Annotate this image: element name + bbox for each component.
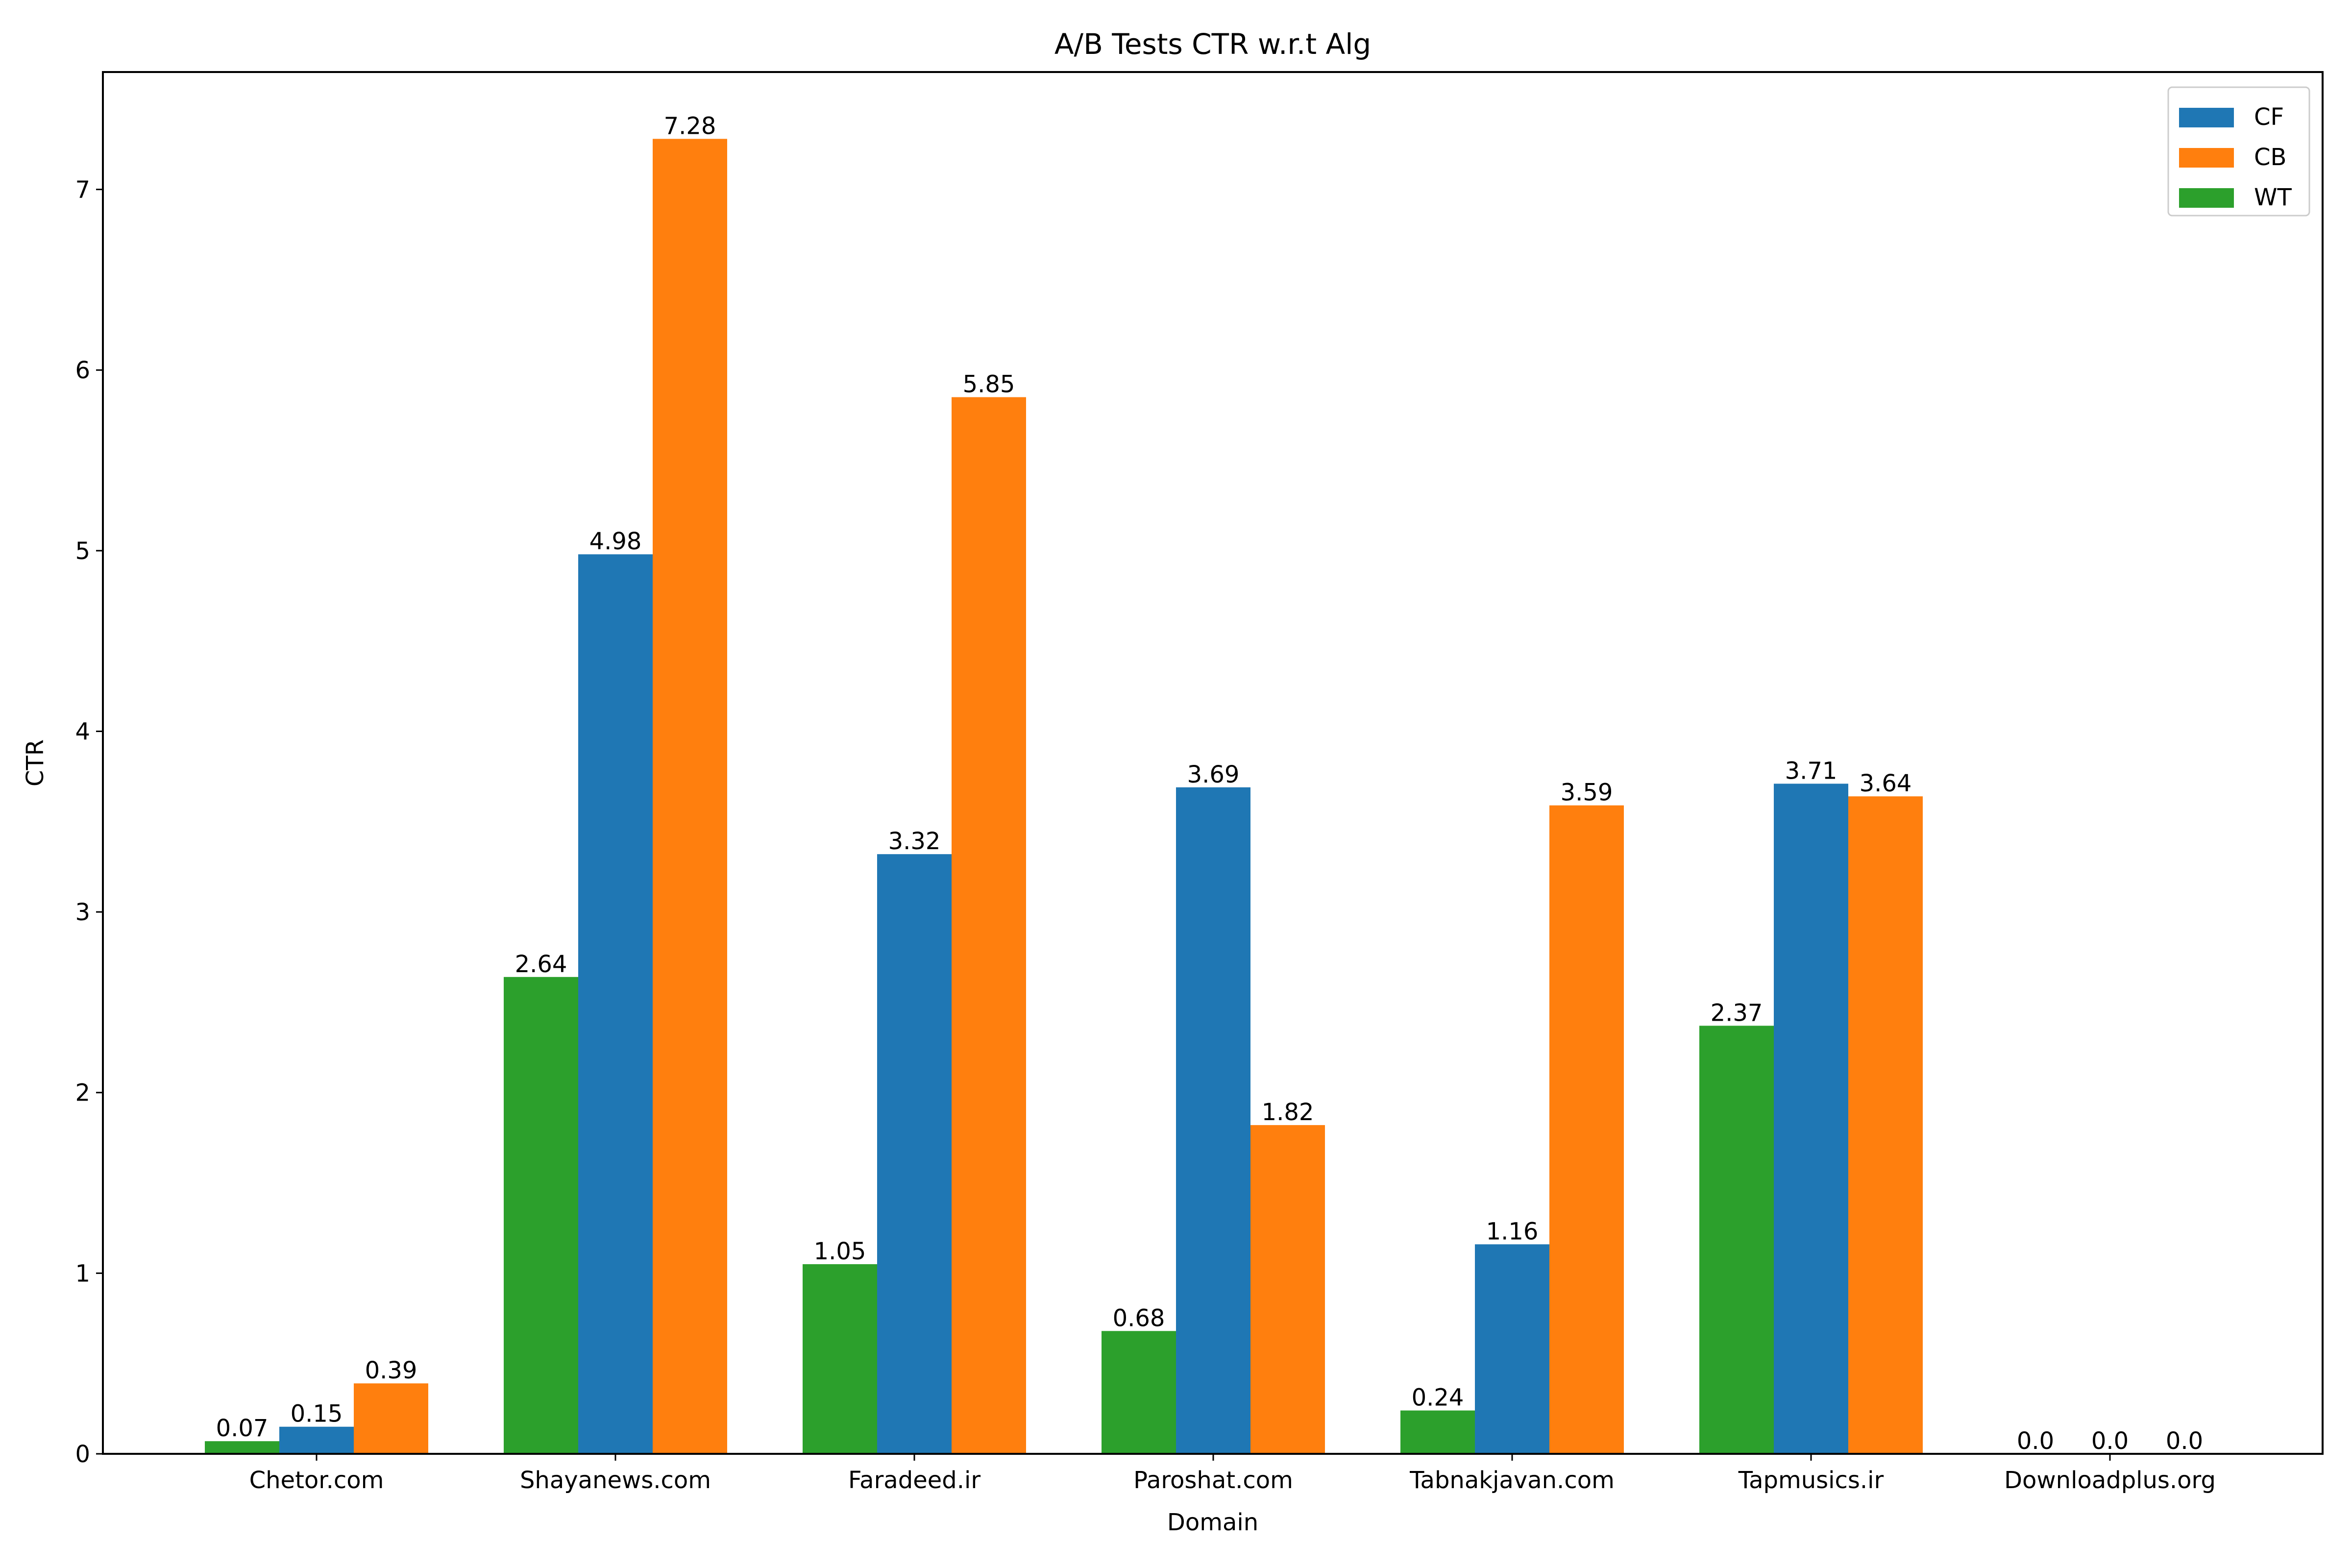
bar-cf	[1475, 1244, 1549, 1454]
chart-title: A/B Tests CTR w.r.t Alg	[1054, 27, 1371, 61]
legend-swatch-wt	[2179, 188, 2234, 208]
data-label-cb: 3.59	[1561, 779, 1613, 807]
data-label-cf: 3.71	[1785, 757, 1838, 784]
x-tick-label: Paroshat.com	[1133, 1467, 1293, 1494]
y-tick-label: 2	[75, 1079, 90, 1107]
bar-wt	[504, 977, 578, 1454]
x-tick-label: Tapmusics.ir	[1738, 1467, 1884, 1494]
bar-cf	[1176, 787, 1250, 1454]
bar-cf	[1774, 784, 1848, 1454]
legend-label-cf: CF	[2254, 103, 2284, 131]
bar-wt	[803, 1264, 877, 1454]
data-label-cb: 1.82	[1262, 1099, 1314, 1126]
bar-cb	[1250, 1125, 1325, 1454]
x-tick-label: Tabnakjavan.com	[1409, 1467, 1615, 1494]
y-tick-label: 7	[75, 176, 90, 204]
bar-wt	[1699, 1026, 1774, 1454]
legend-label-cb: CB	[2254, 144, 2286, 171]
data-label-cf: 4.98	[589, 528, 642, 555]
x-tick-label: Shayanews.com	[520, 1467, 711, 1494]
bar-cb	[1848, 796, 1923, 1454]
data-label-wt: 0.68	[1113, 1304, 1165, 1332]
data-label-cb: 0.39	[365, 1357, 417, 1384]
bar-cb	[952, 397, 1026, 1454]
bar-wt	[1102, 1331, 1176, 1454]
data-label-cf: 1.16	[1486, 1218, 1539, 1245]
data-label-cf: 0.0	[2091, 1427, 2129, 1455]
y-axis-title: CTR	[22, 739, 49, 786]
data-label-cb: 0.0	[2166, 1427, 2203, 1455]
legend: CF CB WT	[2167, 86, 2310, 217]
bar-cf	[877, 854, 952, 1454]
x-axis-title: Domain	[1167, 1509, 1258, 1536]
data-label-cf: 0.15	[291, 1400, 343, 1428]
x-axis: Chetor.com Shayanews.com Faradeed.ir Parosh…	[249, 1454, 2216, 1494]
y-tick-label: 3	[75, 899, 90, 926]
y-axis: 0 1 2 3 4 5 6 7	[75, 176, 103, 1468]
data-label-wt: 0.24	[1412, 1384, 1464, 1412]
bar-wt	[1400, 1410, 1475, 1454]
data-label-wt: 1.05	[814, 1238, 866, 1265]
data-label-cb: 7.28	[664, 112, 716, 140]
data-label-wt: 0.0	[2017, 1427, 2054, 1455]
x-tick-label: Faradeed.ir	[848, 1467, 980, 1494]
bar-cf	[578, 554, 653, 1454]
data-label-wt: 2.64	[515, 951, 567, 978]
plot-area: 0.07 0.15 0.39 2.64 4.98 7.28 1.05 3.32 5.85 0.68…	[205, 112, 2203, 1455]
y-tick-label: 5	[75, 538, 90, 565]
data-label-wt: 0.07	[216, 1415, 269, 1442]
data-label-cf: 3.32	[888, 828, 941, 855]
y-tick-label: 0	[75, 1441, 90, 1468]
data-label-cb: 5.85	[963, 371, 1015, 398]
data-label-wt: 2.37	[1711, 999, 1763, 1027]
x-tick-label: Downloadplus.org	[2004, 1467, 2216, 1494]
y-tick-label: 6	[75, 357, 90, 384]
data-label-cb: 3.64	[1860, 770, 1912, 797]
x-tick-label: Chetor.com	[249, 1467, 384, 1494]
data-label-cf: 3.69	[1187, 761, 1240, 788]
bar-cb	[354, 1383, 428, 1454]
legend-swatch-cf	[2179, 108, 2234, 127]
bar-cb	[653, 139, 727, 1454]
y-tick-label: 1	[75, 1260, 90, 1287]
bar-wt	[205, 1441, 279, 1454]
legend-label-wt: WT	[2254, 184, 2292, 211]
bar-cb	[1549, 805, 1624, 1454]
legend-swatch-cb	[2179, 148, 2234, 168]
bar-cf	[279, 1426, 354, 1454]
y-tick-label: 4	[75, 718, 90, 745]
